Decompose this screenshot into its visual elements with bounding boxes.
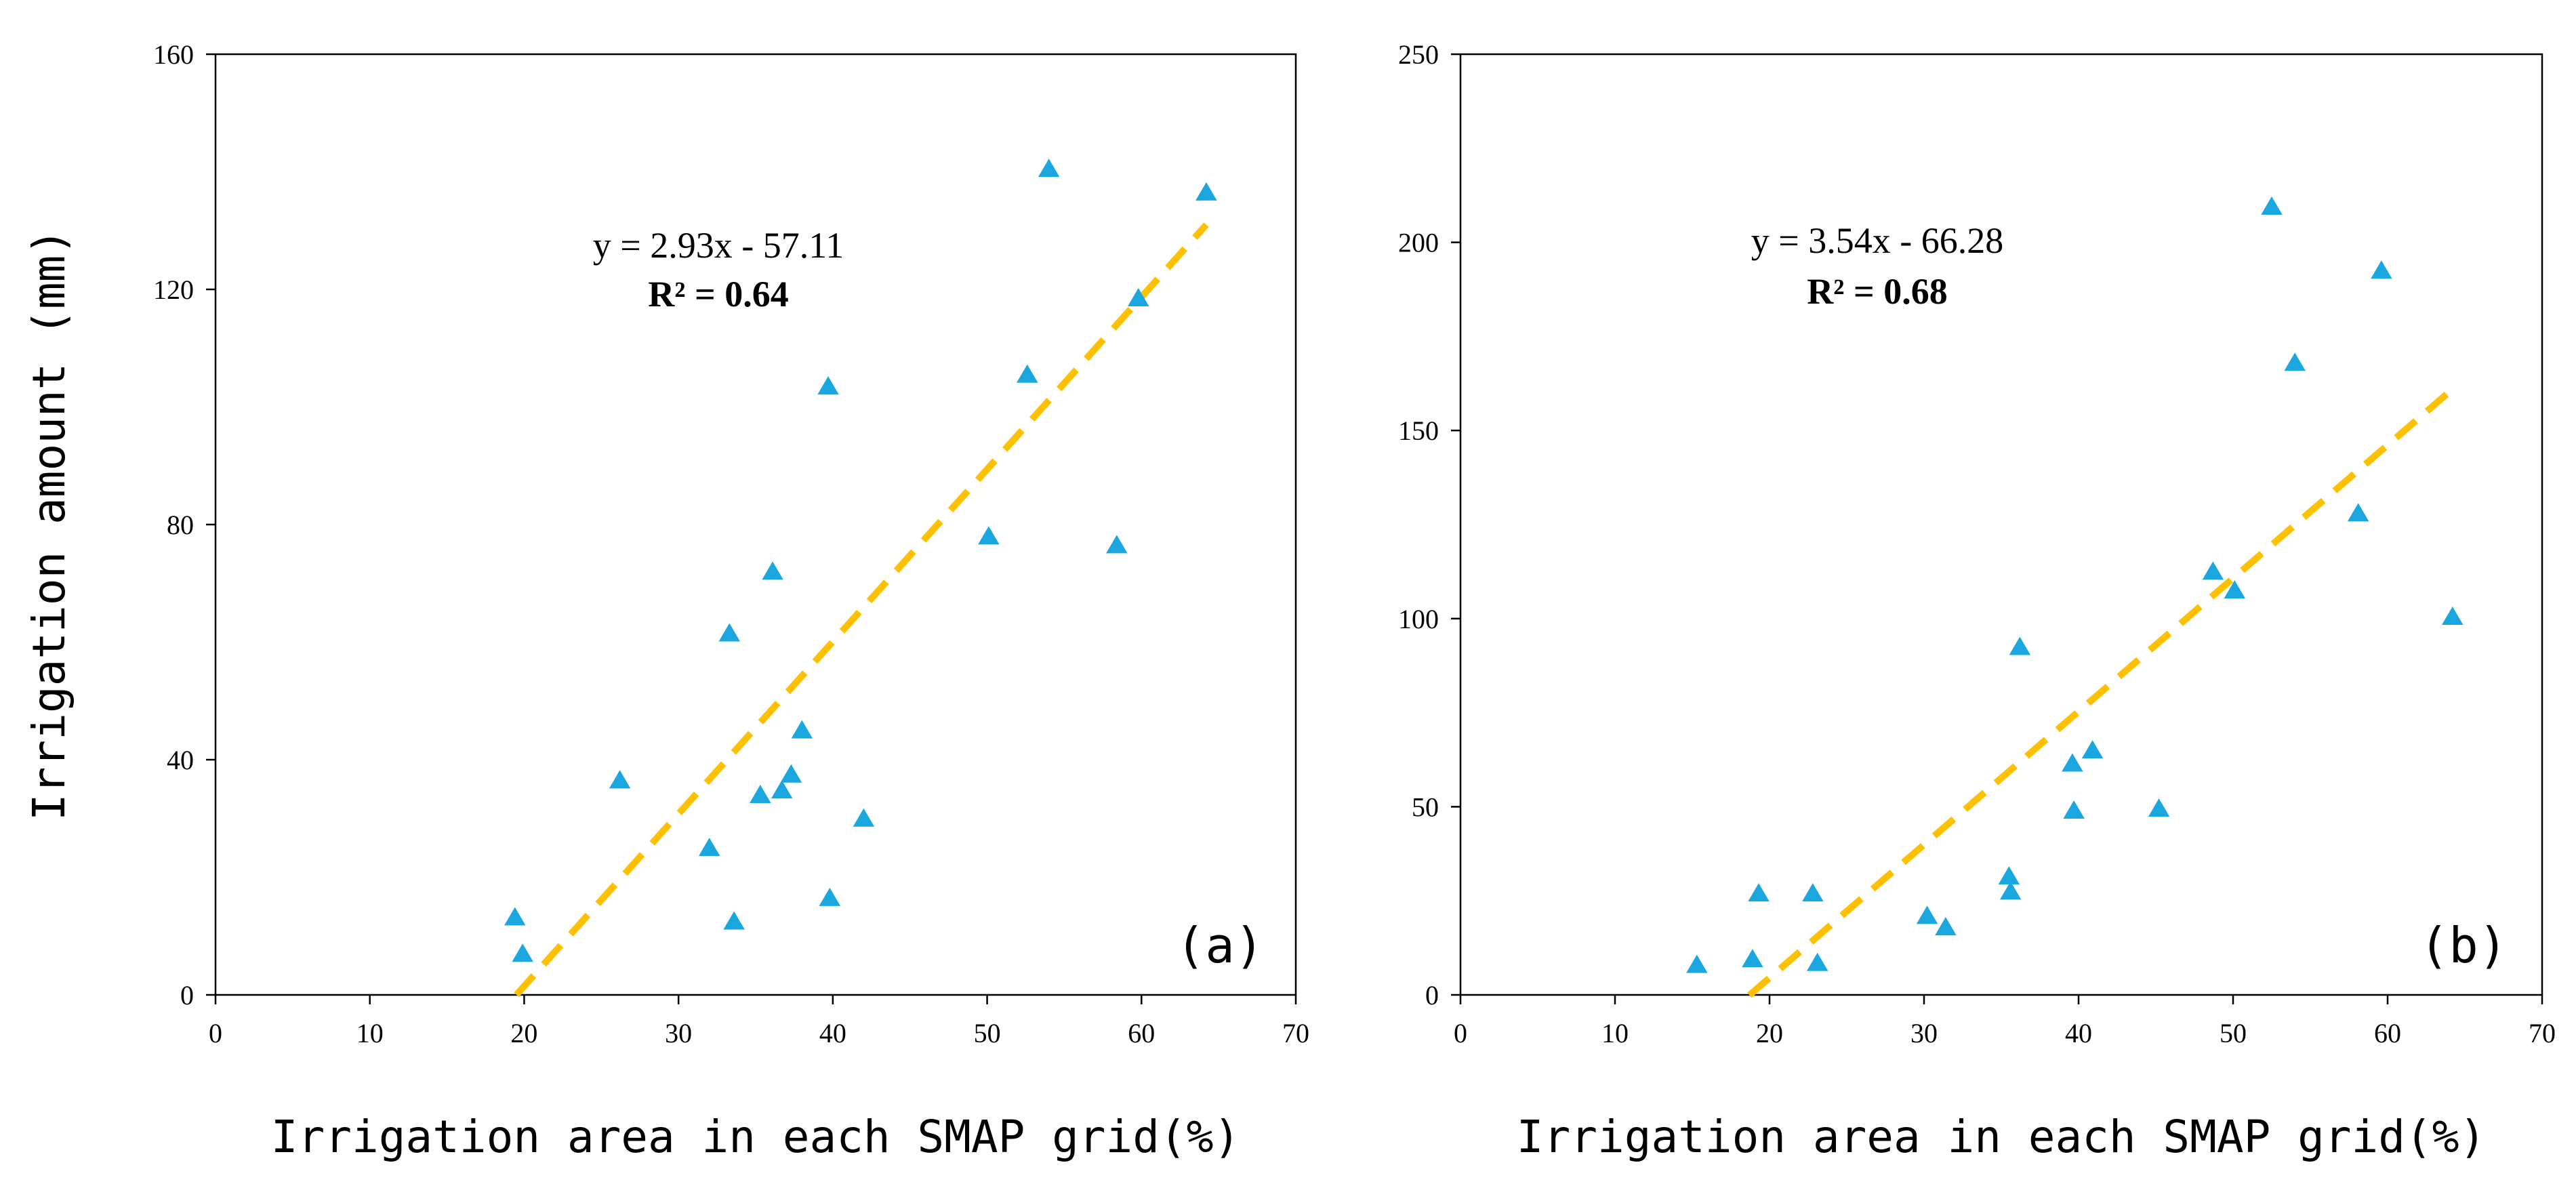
x-tick-label: 60 — [2374, 1018, 2401, 1048]
data-point — [791, 720, 813, 739]
data-point — [512, 943, 533, 962]
x-tick-label: 70 — [1282, 1018, 1309, 1048]
x-tick-label: 30 — [1910, 1018, 1938, 1048]
data-point — [2202, 561, 2224, 580]
y-tick-label: 250 — [1398, 39, 1439, 70]
data-point — [723, 911, 745, 930]
data-point — [750, 785, 771, 804]
r-squared-label: R² = 0.68 — [1807, 271, 1947, 312]
x-tick-label: 20 — [510, 1018, 537, 1048]
x-tick-label: 20 — [1756, 1018, 1783, 1048]
plot-frame — [1459, 53, 2543, 996]
y-tick-label: 80 — [167, 510, 194, 540]
y-tick-label: 0 — [1425, 980, 1439, 1010]
data-point — [2081, 740, 2104, 759]
x-tick-label: 50 — [974, 1018, 1001, 1048]
x-tick-label: 40 — [819, 1018, 846, 1048]
data-point — [609, 770, 631, 789]
y-tick-label: 150 — [1398, 415, 1439, 446]
data-point — [1106, 535, 1128, 554]
y-tick-label: 100 — [1398, 604, 1439, 634]
r-squared-label: R² = 0.64 — [648, 274, 788, 314]
data-point — [1935, 917, 1957, 936]
data-point — [1748, 883, 1770, 902]
y-tick-label: 40 — [167, 745, 194, 775]
data-point — [978, 526, 1000, 545]
data-point — [1195, 182, 1217, 201]
data-point — [2009, 636, 2031, 655]
y-tick-label: 50 — [1412, 792, 1439, 822]
data-point — [1998, 866, 2020, 885]
y-tick-label: 160 — [153, 39, 194, 70]
data-point — [2284, 352, 2306, 371]
x-tick-label: 70 — [2529, 1018, 2556, 1048]
data-point — [762, 561, 783, 580]
panel-label: (a) — [1176, 917, 1264, 974]
data-point — [1017, 364, 1038, 383]
trendline — [514, 222, 1209, 998]
chart-panel-b: 0 10 20 30 40 50 60 70 0 50 100 150 200 250 Irrigation… — [1398, 39, 2556, 1163]
data-point — [698, 838, 720, 857]
x-tick-label: 60 — [1128, 1018, 1155, 1048]
panel-label: (b) — [2419, 917, 2508, 974]
trendline — [1747, 386, 2455, 998]
data-point — [1916, 905, 1938, 924]
data-point — [853, 808, 875, 827]
chart-panel-a: 0 10 20 30 40 50 60 70 0 40 80 120 160 Irrigation are… — [23, 39, 1309, 1163]
data-point — [2224, 580, 2246, 599]
data-point — [1127, 288, 1149, 307]
data-point — [1806, 952, 1828, 971]
data-point — [1686, 954, 1708, 973]
data-point — [819, 887, 841, 906]
data-point — [817, 376, 839, 395]
x-tick-label: 30 — [665, 1018, 692, 1048]
y-tick-label: 120 — [153, 274, 194, 305]
data-point — [780, 764, 802, 783]
data-point — [504, 907, 526, 926]
y-axis-title: Irrigation amount (mm) — [23, 228, 75, 821]
x-tick-label: 0 — [209, 1018, 222, 1048]
data-point — [1038, 159, 1060, 178]
trendline-equation: y = 3.54x - 66.28 — [1751, 220, 2003, 261]
data-point — [1742, 949, 1763, 968]
y-tick-label: 0 — [180, 980, 194, 1010]
data-point — [2062, 753, 2083, 772]
x-tick-label: 10 — [356, 1018, 384, 1048]
plot-frame — [214, 53, 1297, 996]
x-axis-title: Irrigation area in each SMAP grid(%) — [271, 1111, 1240, 1163]
x-tick-label: 0 — [1454, 1018, 1467, 1048]
x-tick-label: 40 — [2065, 1018, 2092, 1048]
x-tick-label: 10 — [1601, 1018, 1629, 1048]
data-point — [2261, 196, 2283, 215]
data-point — [1999, 881, 2022, 900]
data-point — [718, 623, 741, 642]
data-point — [1802, 883, 1824, 902]
data-point — [771, 780, 793, 799]
data-point — [2371, 260, 2392, 279]
data-point — [2347, 503, 2369, 522]
trendline-equation: y = 2.93x - 57.11 — [593, 225, 844, 266]
data-point — [2148, 798, 2170, 817]
x-tick-label: 50 — [2220, 1018, 2247, 1048]
data-point — [2442, 607, 2463, 626]
y-tick-label: 200 — [1398, 228, 1439, 258]
x-axis-title: Irrigation area in each SMAP grid(%) — [1517, 1111, 2486, 1163]
data-point — [2063, 800, 2085, 819]
